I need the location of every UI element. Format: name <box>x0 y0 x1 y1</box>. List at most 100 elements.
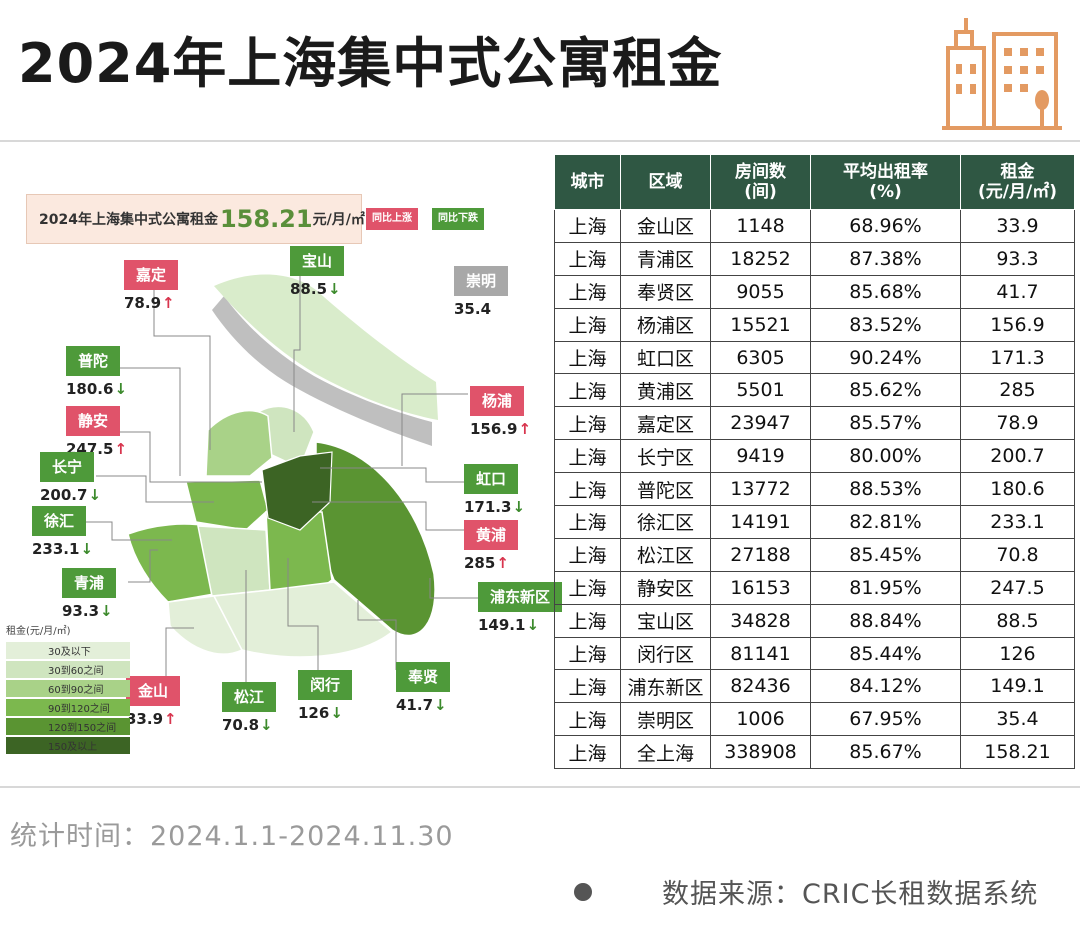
table-cell: 84.12% <box>810 669 961 704</box>
district-minhang: 闵行 126↓ <box>298 670 353 722</box>
map-region-pudong <box>315 441 436 637</box>
legend-item: 120到150之间 <box>6 717 130 735</box>
banner-text: 2024年上海集中式公寓租金 <box>39 212 218 228</box>
table-cell: 90.24% <box>810 340 961 375</box>
district-name: 奉贤 <box>396 662 451 692</box>
table-cell: 上海 <box>554 735 621 770</box>
district-songjiang: 松江 70.8↓ <box>222 682 277 734</box>
header-rent: 租金 (元/月/㎡) <box>960 154 1075 210</box>
table-cell: 5501 <box>710 373 811 408</box>
stat-period: 统计时间：2024.1.1-2024.11.30 <box>10 821 454 852</box>
district-pudong: 浦东新区 149.1↓ <box>478 582 563 634</box>
table-cell: 上海 <box>554 307 621 342</box>
district-name: 金山 <box>126 676 181 706</box>
map-region-yangtze <box>212 296 432 446</box>
district-name: 闵行 <box>298 670 353 700</box>
district-huangpu: 黄浦 285↑ <box>464 520 519 572</box>
trend-down-icon: ↓ <box>526 616 540 634</box>
table-cell: 285 <box>960 373 1075 408</box>
trend-down-icon: ↓ <box>328 280 341 298</box>
trend-up-icon: ↑ <box>164 710 177 728</box>
table-cell: 上海 <box>554 505 621 539</box>
table-row: 上海 静安区 16153 81.95% 247.5 <box>554 570 1075 605</box>
table-cell: 奉贤区 <box>620 274 711 309</box>
table-cell: 上海 <box>554 669 621 704</box>
trend-up-icon: ↑ <box>518 420 532 438</box>
district-name: 崇明 <box>454 266 509 296</box>
table-cell: 上海 <box>554 340 621 375</box>
table-cell: 149.1 <box>960 669 1075 704</box>
table-cell: 87.38% <box>810 241 961 276</box>
district-rent: 35.4 <box>454 300 492 318</box>
table-row: 上海 嘉定区 23947 85.57% 78.9 <box>554 406 1075 441</box>
table-cell: 68.96% <box>810 209 961 243</box>
district-name: 青浦 <box>62 568 117 598</box>
table-cell: 35.4 <box>960 702 1075 737</box>
map-region-jiading <box>205 409 273 477</box>
table-cell: 6305 <box>710 340 811 375</box>
table-cell: 杨浦区 <box>620 307 711 342</box>
district-name: 普陀 <box>66 346 121 376</box>
table-cell: 崇明区 <box>620 702 711 737</box>
table-cell: 1148 <box>710 209 811 243</box>
district-qingpu: 青浦 93.3↓ <box>62 568 117 620</box>
district-chongming: 崇明 35.4 <box>454 266 509 318</box>
table-cell: 85.67% <box>810 735 961 770</box>
table-cell: 15521 <box>710 307 811 342</box>
table-cell: 88.53% <box>810 472 961 507</box>
table-cell: 158.21 <box>960 735 1075 770</box>
district-name: 嘉定 <box>124 260 179 290</box>
table-cell: 27188 <box>710 537 811 572</box>
table-cell: 41.7 <box>960 274 1075 309</box>
table-cell: 67.95% <box>810 702 961 737</box>
table-cell: 13772 <box>710 472 811 507</box>
data-source: 数据来源：CRIC长租数据系统 <box>662 879 1039 910</box>
table-row: 上海 奉贤区 9055 85.68% 41.7 <box>554 274 1075 309</box>
table-row: 上海 松江区 27188 85.45% 70.8 <box>554 537 1075 572</box>
table-cell: 静安区 <box>620 570 711 605</box>
table-row: 上海 黄浦区 5501 85.62% 285 <box>554 373 1075 408</box>
table-cell: 180.6 <box>960 472 1075 507</box>
banner-unit: 元/月/㎡ <box>312 212 365 228</box>
table-row: 上海 长宁区 9419 80.00% 200.7 <box>554 439 1075 474</box>
legend-chip-down: 同比下跌 <box>432 208 484 230</box>
trend-down-icon: ↓ <box>114 380 128 398</box>
table-cell: 18252 <box>710 241 811 276</box>
table-cell: 14191 <box>710 505 811 539</box>
table-cell: 青浦区 <box>620 241 711 276</box>
legend-item: 150及以上 <box>6 736 130 754</box>
table-cell: 88.5 <box>960 603 1075 638</box>
table-cell: 普陀区 <box>620 472 711 507</box>
table-cell: 23947 <box>710 406 811 441</box>
table-cell: 上海 <box>554 406 621 441</box>
district-hongkou: 虹口 171.3↓ <box>464 464 525 516</box>
table-cell: 全上海 <box>620 735 711 770</box>
table-cell: 上海 <box>554 241 621 276</box>
table-cell: 171.3 <box>960 340 1075 375</box>
table-cell: 81.95% <box>810 570 961 605</box>
trend-down-icon: ↓ <box>260 716 273 734</box>
table-row: 上海 徐汇区 14191 82.81% 233.1 <box>554 505 1075 539</box>
trend-down-icon: ↓ <box>330 704 343 722</box>
table-cell: 浦东新区 <box>620 669 711 704</box>
district-name: 杨浦 <box>470 386 525 416</box>
table-row: 上海 杨浦区 15521 83.52% 156.9 <box>554 307 1075 342</box>
district-rent: 200.7 <box>40 486 88 504</box>
table-cell: 70.8 <box>960 537 1075 572</box>
table-cell: 85.62% <box>810 373 961 408</box>
table-cell: 247.5 <box>960 570 1075 605</box>
header-city: 城市 <box>554 154 621 210</box>
table-cell: 156.9 <box>960 307 1075 342</box>
district-name: 浦东新区 <box>478 582 563 612</box>
table-cell: 338908 <box>710 735 811 770</box>
table-cell: 78.9 <box>960 406 1075 441</box>
district-jiading: 嘉定 78.9↑ <box>124 260 179 312</box>
table-cell: 82436 <box>710 669 811 704</box>
table-cell: 长宁区 <box>620 439 711 474</box>
table-cell: 93.3 <box>960 241 1075 276</box>
table-cell: 上海 <box>554 570 621 605</box>
rent-table: 城市 区域 房间数 (间) 平均出租率 (%) 租金 (元/月/㎡) 上海 金山区… <box>554 154 1075 770</box>
trend-up-icon: ↑ <box>114 440 128 458</box>
footer-divider <box>0 786 1080 788</box>
trend-down-icon: ↓ <box>512 498 526 516</box>
